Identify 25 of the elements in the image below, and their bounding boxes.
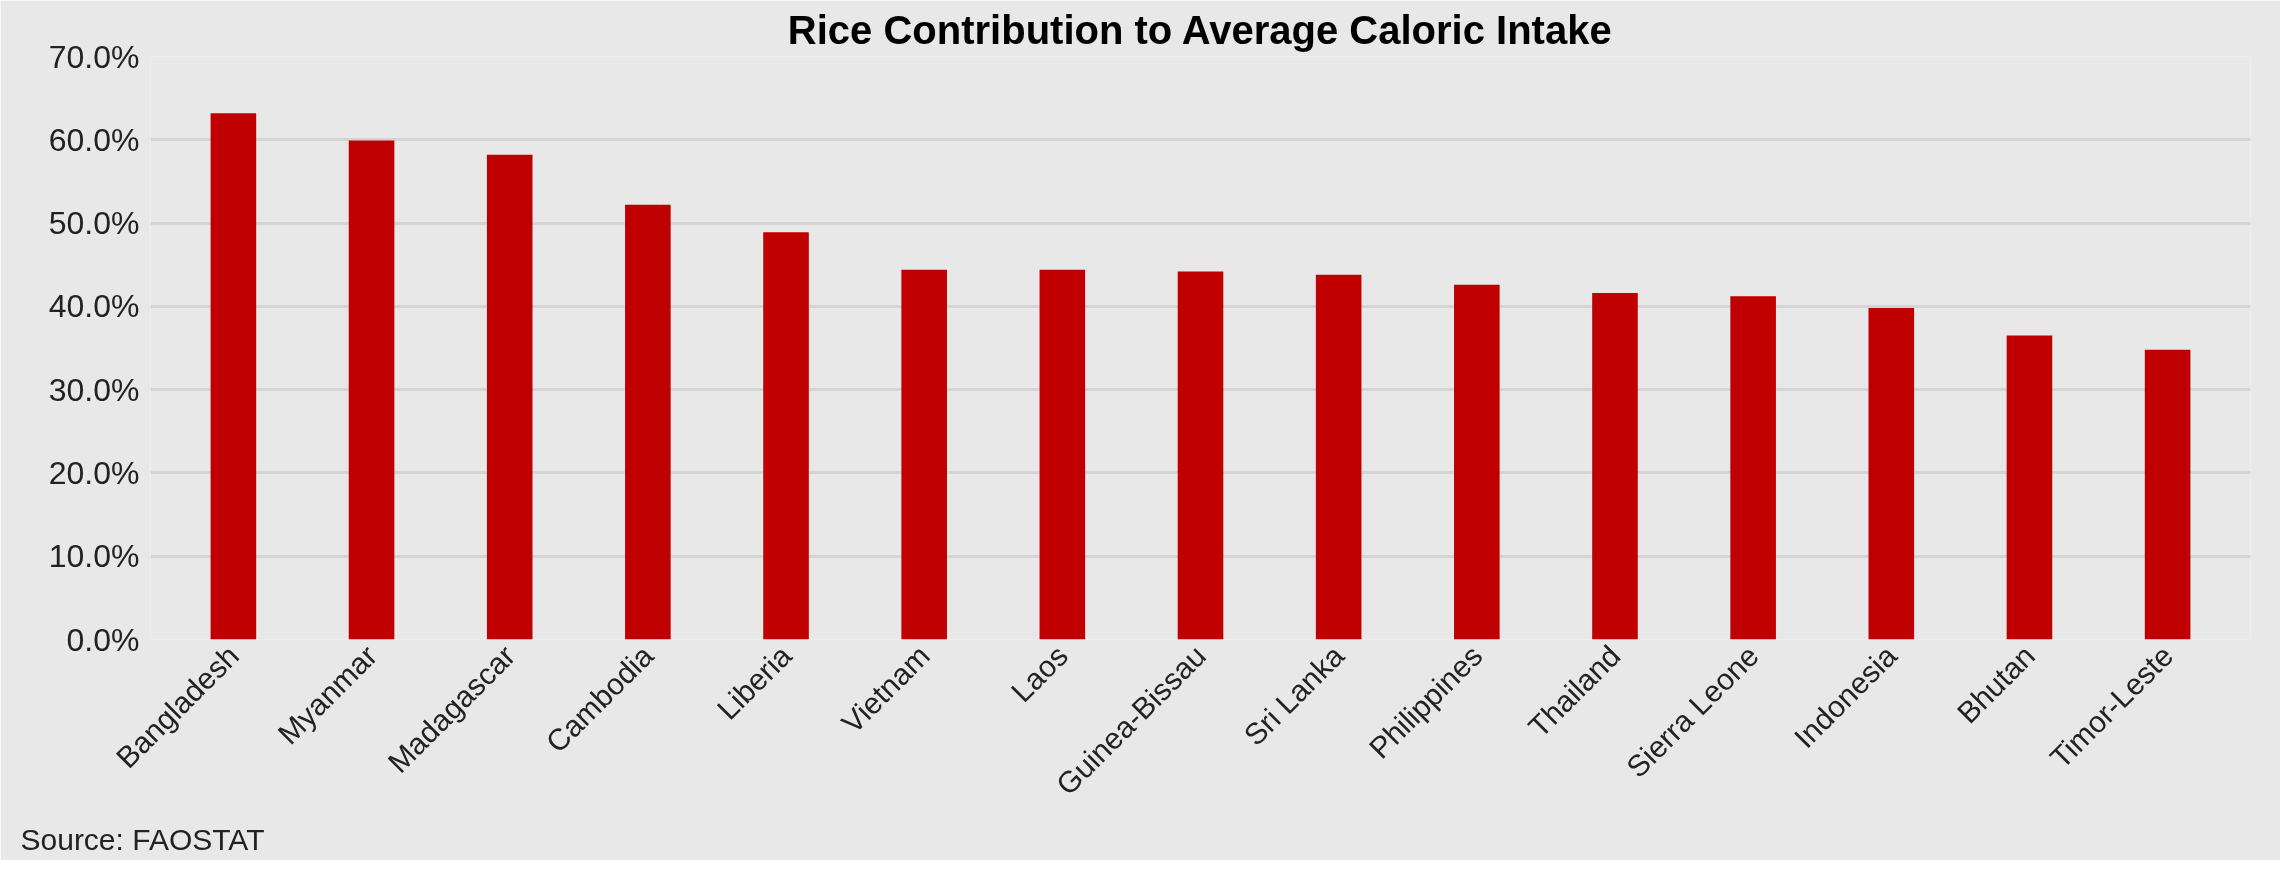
bar	[763, 232, 809, 640]
y-tick-label: 40.0%	[48, 288, 140, 325]
bar	[1454, 284, 1500, 640]
chart-title: Rice Contribution to Average Caloric Intake	[787, 7, 1612, 52]
y-tick-label: 70.0%	[48, 38, 140, 75]
bar	[1592, 293, 1638, 640]
bar	[1868, 308, 1915, 640]
y-tick-label: 30.0%	[48, 371, 140, 408]
bar	[210, 113, 257, 640]
bar	[2144, 349, 2191, 640]
bar	[1177, 271, 1224, 640]
bar	[901, 269, 947, 640]
bar	[348, 140, 395, 640]
bar	[1730, 296, 1776, 640]
bar	[486, 154, 533, 640]
bar	[2006, 335, 2053, 640]
y-tick-label: 0.0%	[66, 621, 140, 658]
y-tick-label: 50.0%	[48, 205, 140, 242]
source-note: Source: FAOSTAT	[20, 822, 265, 856]
bar	[625, 204, 671, 640]
y-tick-label: 60.0%	[48, 121, 140, 158]
bar	[1315, 274, 1362, 640]
y-tick-label: 20.0%	[48, 454, 140, 491]
y-tick-label: 10.0%	[48, 538, 140, 575]
bar	[1039, 269, 1086, 640]
